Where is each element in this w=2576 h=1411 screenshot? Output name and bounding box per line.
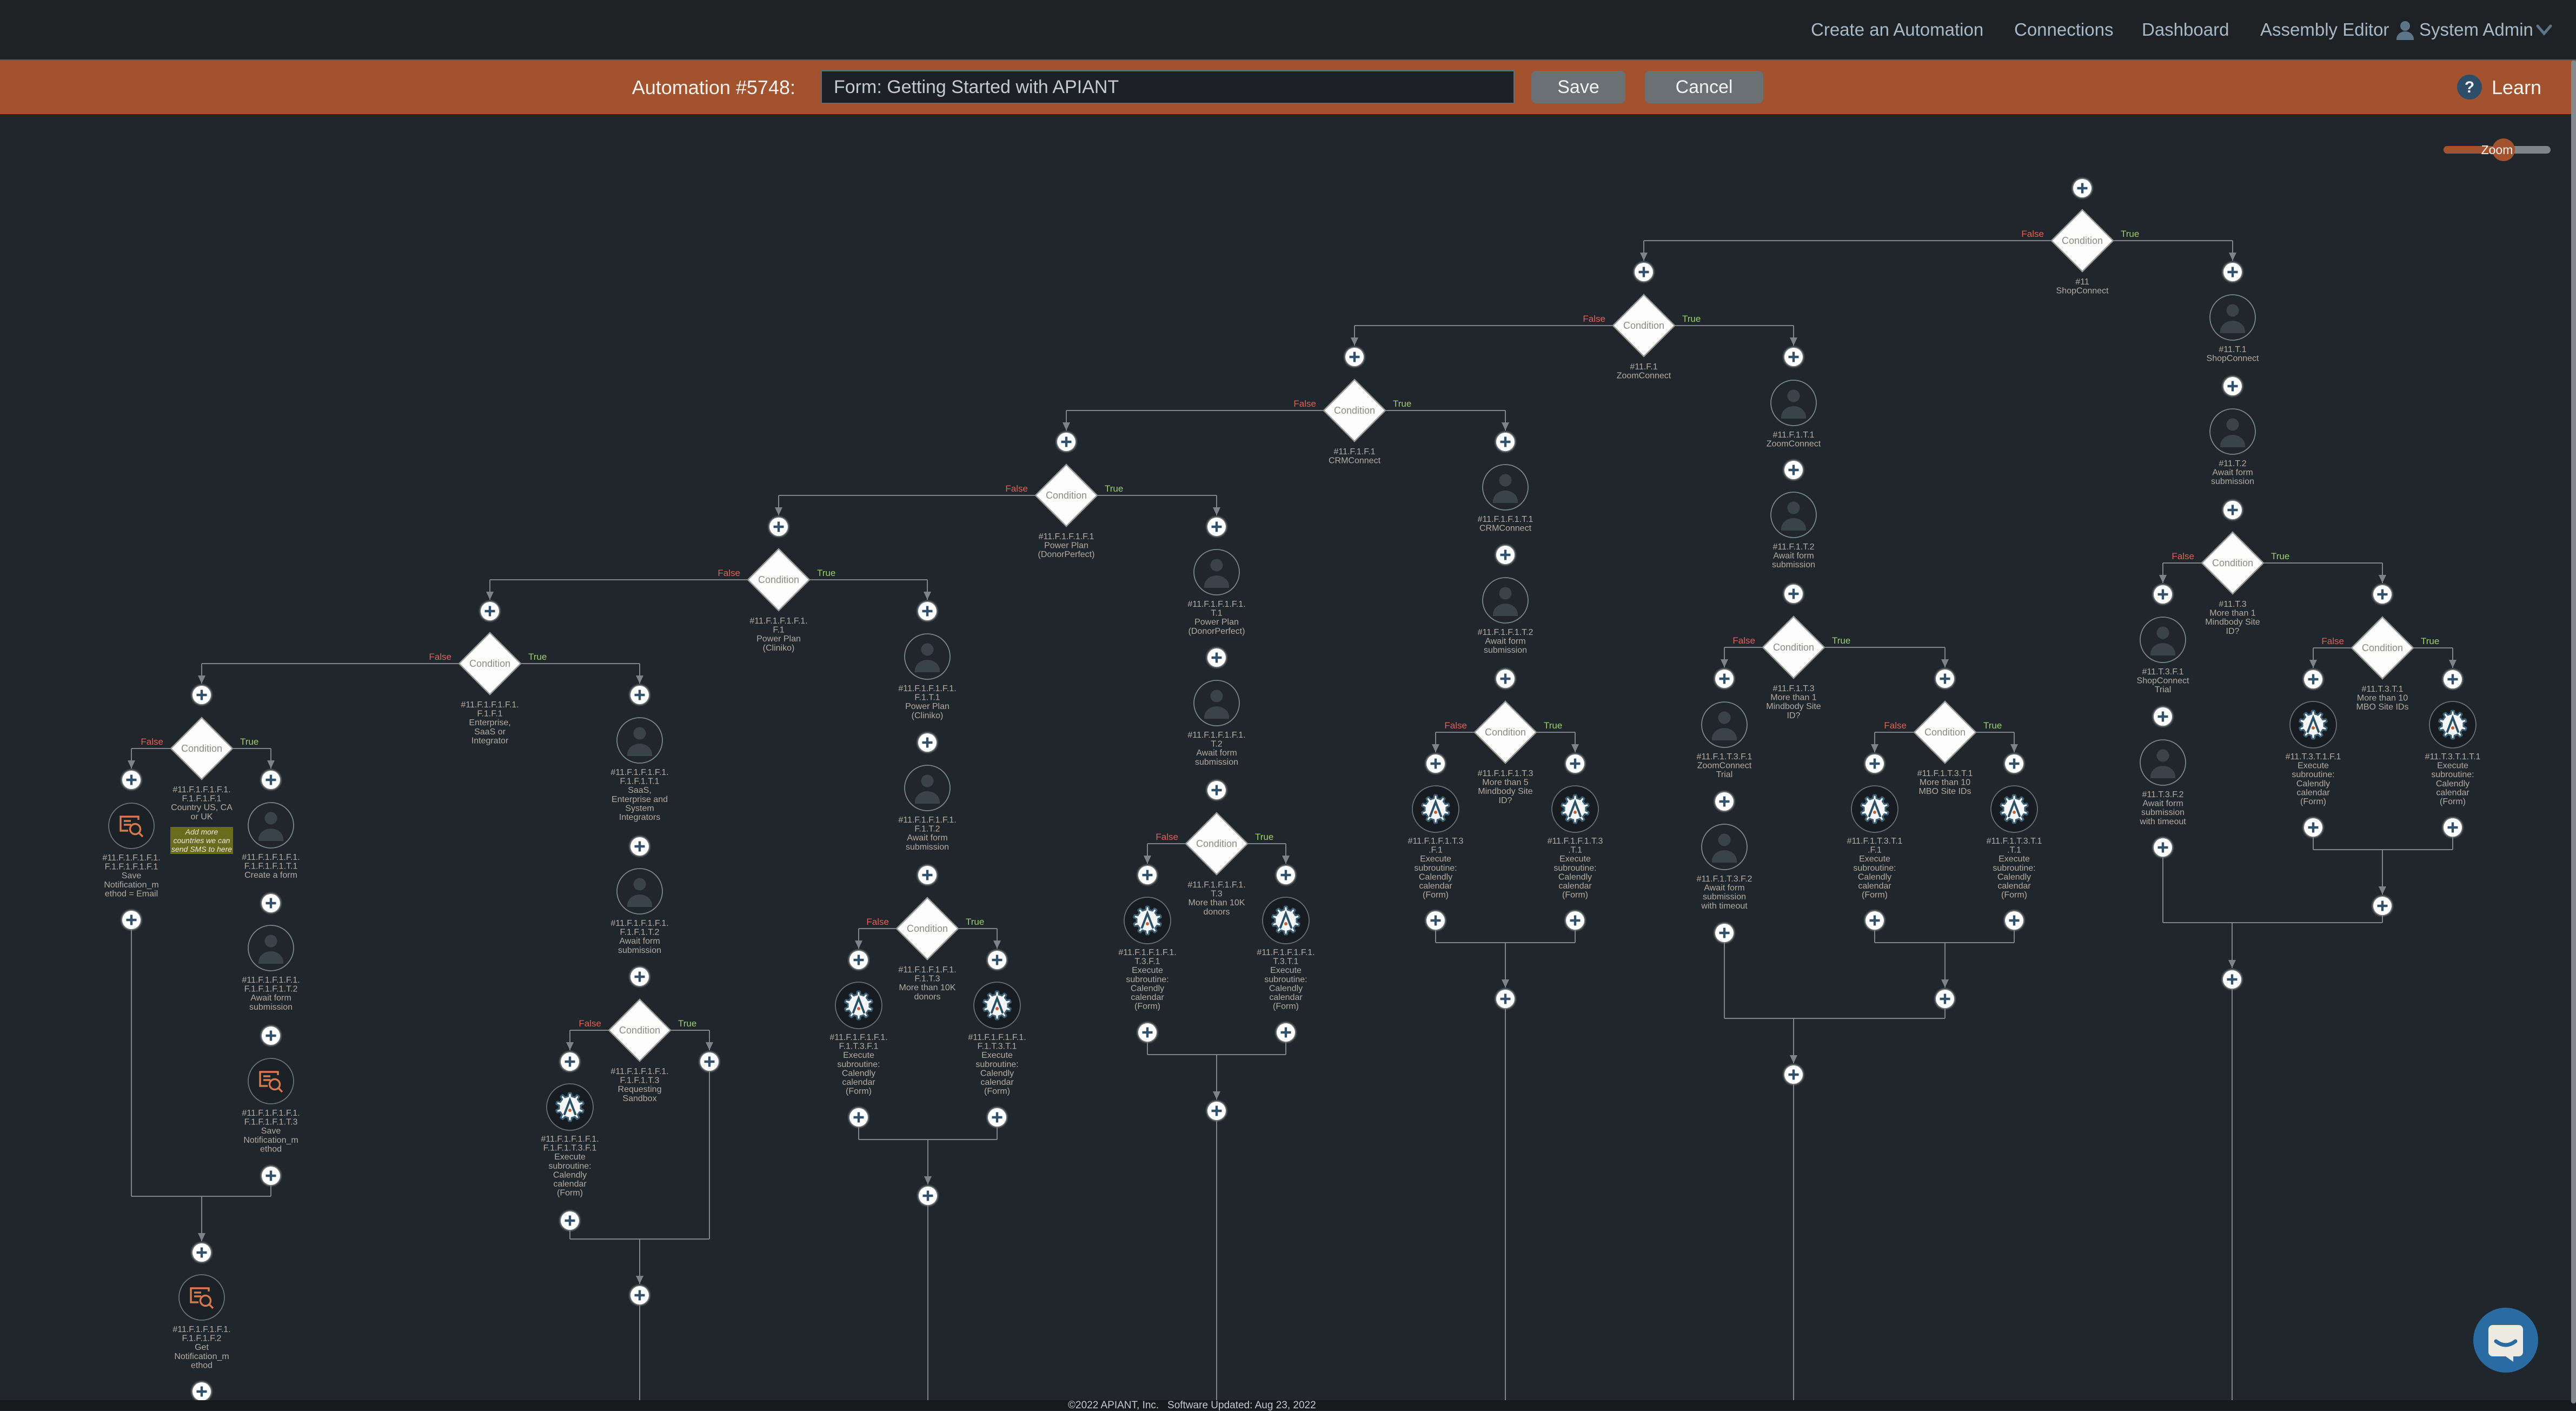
svg-text:False: False [1583, 314, 1605, 324]
svg-text:False: False [2021, 229, 2044, 239]
svg-text:True: True [1832, 635, 1850, 646]
svg-text:False: False [579, 1018, 601, 1029]
svg-text:#11.F.1.F.1.F.1.F.1.F.1.F.1.T.: #11.F.1.F.1.F.1. F.1.F.1.F.1.T.2 Await for… [242, 976, 300, 1012]
svg-text:False: False [2172, 551, 2194, 561]
svg-text:False: False [1156, 832, 1178, 842]
svg-text:True: True [966, 917, 984, 927]
svg-text:True: True [1544, 720, 1562, 731]
svg-text:False: False [1884, 720, 1907, 731]
svg-text:Zoom: Zoom [2481, 143, 2513, 157]
svg-text:False: False [1293, 399, 1316, 409]
svg-text:Condition: Condition [1623, 320, 1664, 331]
svg-text:#11.F.1.F.1.F.1.F.1.F.1.F.1.T.: #11.F.1.F.1.F.1. F.1.F.1.F.1.T.3 Save Notif… [242, 1109, 300, 1154]
svg-text:Condition: Condition [2062, 235, 2103, 246]
svg-text:True: True [1105, 483, 1123, 494]
svg-text:False: False [1732, 635, 1755, 646]
svg-text:True: True [2121, 229, 2139, 239]
svg-text:False: False [1005, 483, 1028, 494]
svg-text:#11.F.1.F.1.F.1.F.1.F.1.F.1.F.: #11.F.1.F.1.F.1. F.1.F.1.F.1.F.1 Save Notif… [102, 853, 160, 898]
svg-text:False: False [141, 737, 163, 747]
svg-text:Condition: Condition [907, 923, 948, 934]
svg-text:True: True [1393, 399, 1411, 409]
svg-text:True: True [2421, 636, 2439, 646]
svg-text:Condition: Condition [758, 574, 799, 585]
svg-text:Condition: Condition [181, 743, 222, 754]
svg-text:True: True [240, 737, 258, 747]
svg-text:Condition: Condition [1046, 490, 1087, 501]
svg-text:True: True [1983, 720, 2002, 731]
svg-text:True: True [1682, 314, 1701, 324]
svg-text:False: False [2321, 636, 2344, 646]
svg-text:False: False [866, 917, 889, 927]
svg-text:True: True [2271, 551, 2289, 561]
svg-text:False: False [1444, 720, 1467, 731]
svg-text:Condition: Condition [619, 1025, 660, 1036]
svg-text:True: True [678, 1018, 696, 1029]
svg-text:True: True [528, 652, 547, 662]
svg-text:#11.F.1.F.1.F.1.F.1.F.1.F.1.T.: #11.F.1.F.1.F.1. F.1.F.1.F.1.T.1 Create a … [242, 853, 300, 880]
svg-text:Condition: Condition [1485, 727, 1526, 738]
svg-text:Condition: Condition [1924, 727, 1966, 738]
svg-text:False: False [429, 652, 452, 662]
svg-text:Condition: Condition [1334, 405, 1375, 416]
svg-text:Condition: Condition [469, 658, 510, 669]
svg-text:Condition: Condition [2362, 642, 2403, 653]
svg-text:#11.F.1.F.1.F.1.F.1.F.1.T.3.F.: #11.F.1.F.1.F.1. F.1.F.1.T.3.F.1 Execute su… [541, 1135, 599, 1198]
svg-text:True: True [817, 568, 835, 578]
svg-text:Condition: Condition [2212, 558, 2253, 568]
svg-text:?: ? [2465, 78, 2474, 96]
svg-text:Condition: Condition [1196, 838, 1237, 849]
svg-text:False: False [718, 568, 740, 578]
svg-text:True: True [1255, 832, 1273, 842]
svg-text:Condition: Condition [1773, 642, 1814, 653]
